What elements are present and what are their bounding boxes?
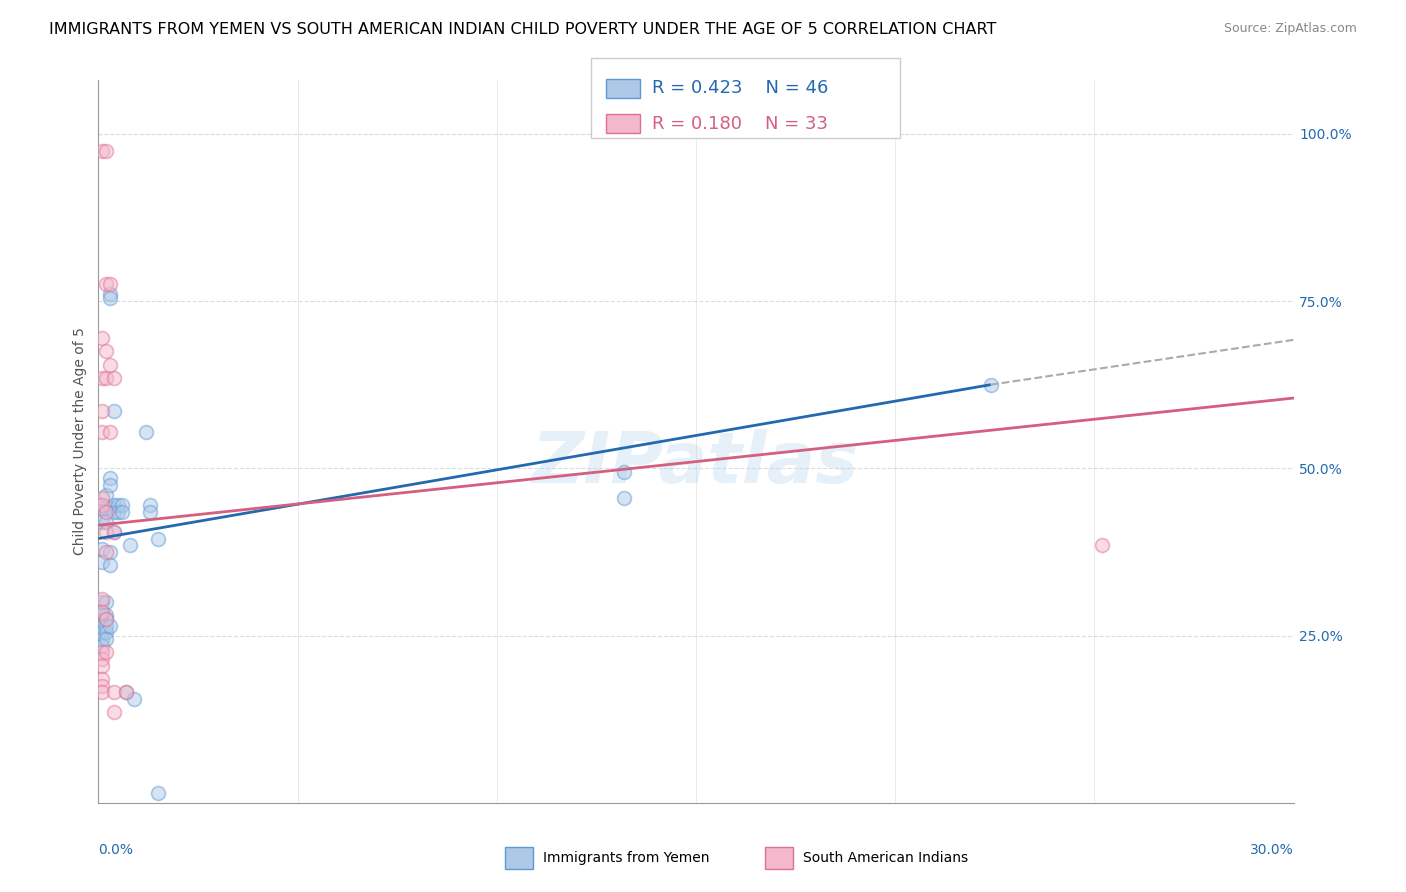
Point	[96, 524, 118, 539]
Text: Immigrants from Yemen: Immigrants from Yemen	[543, 851, 709, 865]
Point	[98, 558, 122, 573]
Point	[96, 505, 118, 519]
Point	[91, 639, 114, 653]
Point	[98, 545, 122, 559]
Point	[103, 404, 125, 418]
Point	[148, 786, 170, 800]
Point	[103, 706, 125, 720]
Text: South American Indians: South American Indians	[803, 851, 967, 865]
Text: R = 0.180    N = 33: R = 0.180 N = 33	[652, 115, 828, 133]
Point	[107, 498, 129, 512]
Point	[96, 612, 118, 626]
Point	[115, 685, 138, 699]
Point	[103, 685, 125, 699]
Point	[98, 277, 122, 292]
Point	[96, 488, 118, 502]
Point	[91, 491, 114, 506]
Point	[120, 538, 142, 552]
Point	[96, 618, 118, 632]
Point	[91, 331, 114, 345]
Point	[98, 501, 122, 516]
Point	[107, 505, 129, 519]
Point	[135, 425, 157, 439]
Y-axis label: Child Poverty Under the Age of 5: Child Poverty Under the Age of 5	[73, 327, 87, 556]
Point	[96, 501, 118, 516]
Text: ZIPatlas: ZIPatlas	[533, 429, 859, 498]
Point	[91, 144, 114, 158]
Point	[98, 291, 122, 305]
Text: 30.0%: 30.0%	[1250, 843, 1294, 856]
Point	[98, 425, 122, 439]
Point	[91, 404, 114, 418]
Point	[91, 658, 114, 673]
Point	[96, 608, 118, 623]
Point	[91, 645, 114, 659]
Point	[91, 515, 114, 529]
Point	[139, 498, 162, 512]
Point	[98, 618, 122, 632]
Point	[91, 625, 114, 640]
Text: Source: ZipAtlas.com: Source: ZipAtlas.com	[1223, 22, 1357, 36]
Text: IMMIGRANTS FROM YEMEN VS SOUTH AMERICAN INDIAN CHILD POVERTY UNDER THE AGE OF 5 : IMMIGRANTS FROM YEMEN VS SOUTH AMERICAN …	[49, 22, 997, 37]
Point	[91, 371, 114, 385]
Point	[98, 471, 122, 485]
Point	[96, 515, 118, 529]
Point	[91, 652, 114, 666]
Point	[91, 425, 114, 439]
Point	[98, 358, 122, 372]
Point	[91, 541, 114, 556]
Point	[96, 645, 118, 659]
Point	[124, 692, 146, 706]
Point	[98, 478, 122, 492]
Point	[103, 524, 125, 539]
Point	[96, 545, 118, 559]
Point	[91, 591, 114, 606]
Text: 0.0%: 0.0%	[98, 843, 134, 856]
Point	[96, 344, 118, 359]
Point	[91, 498, 114, 512]
Point	[91, 632, 114, 646]
Point	[96, 612, 118, 626]
Point	[103, 371, 125, 385]
Point	[96, 144, 118, 158]
Point	[148, 532, 170, 546]
Point	[96, 625, 118, 640]
Point	[91, 605, 114, 619]
Point	[96, 277, 118, 292]
Point	[91, 685, 114, 699]
Point	[91, 679, 114, 693]
Text: R = 0.423    N = 46: R = 0.423 N = 46	[652, 79, 828, 97]
Point	[91, 595, 114, 609]
Point	[91, 618, 114, 632]
Point	[111, 498, 134, 512]
Point	[115, 685, 138, 699]
Point	[96, 371, 118, 385]
Point	[103, 505, 125, 519]
Point	[91, 501, 114, 516]
Point	[103, 524, 125, 539]
Point	[980, 377, 1002, 392]
Point	[91, 608, 114, 623]
Point	[139, 505, 162, 519]
Point	[91, 555, 114, 569]
Point	[91, 672, 114, 686]
Point	[96, 632, 118, 646]
Point	[98, 287, 122, 301]
Point	[613, 465, 636, 479]
Point	[103, 498, 125, 512]
Point	[613, 491, 636, 506]
Point	[111, 505, 134, 519]
Point	[1091, 538, 1114, 552]
Point	[96, 595, 118, 609]
